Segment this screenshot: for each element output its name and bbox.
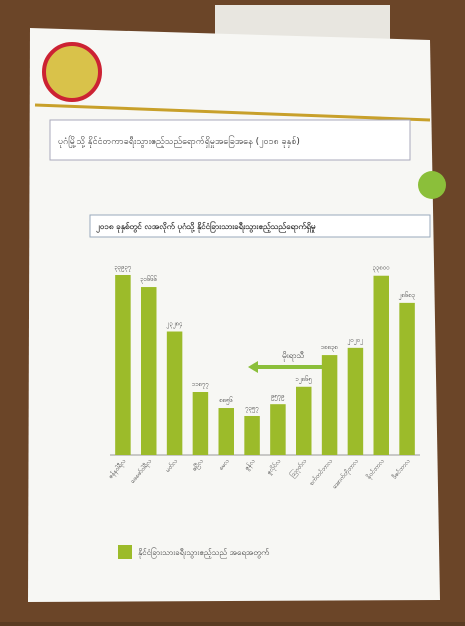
value-label: ၁၈၈၃၈: [320, 344, 338, 352]
bar: [193, 392, 209, 455]
bar: [115, 275, 130, 455]
legend-swatch: [118, 545, 132, 559]
bar: [296, 387, 312, 455]
value-label: ၉၅၇၉: [271, 393, 285, 401]
bar: [348, 348, 364, 455]
logo: [44, 44, 100, 100]
bar: [374, 276, 390, 455]
bar: [219, 408, 235, 455]
page: ပုဂံမြို့သို့ နိုင်ငံတကာခရီးသွားဧည့်သည်ရ…: [0, 0, 465, 622]
bar: [322, 355, 338, 455]
value-label: ၈၈၅၆: [219, 396, 233, 405]
value-label: ၃၃၉၃၇: [113, 264, 131, 272]
value-label: ၁၂၈၆၅: [295, 375, 313, 384]
chart: ပုဂံမြို့သို့ နိုင်ငံတကာခရီးသွားဧည့်သည်ရ…: [0, 0, 465, 622]
value-label: ၃၃၈၀၀: [372, 265, 390, 273]
value-label: ၂၈၆၈၃: [399, 291, 416, 300]
bar: [167, 332, 183, 455]
value-label: ၂၃၂၈၄: [167, 321, 184, 329]
bar: [270, 404, 286, 455]
bar: [244, 416, 259, 455]
bar: [399, 303, 415, 455]
value-label: ၁၁၈၇၇: [191, 381, 209, 389]
logo-right: [418, 171, 446, 199]
value-label: ၃၁၆၆၆: [139, 275, 158, 284]
header: ပုဂံမြို့သို့ နိုင်ငံတကာခရီးသွားဧည့်သည်ရ…: [58, 135, 300, 148]
value-label: ၂၀၂၀၂: [348, 337, 364, 345]
value-label: ၇၃၅၇: [245, 405, 259, 413]
bar: [141, 287, 157, 455]
